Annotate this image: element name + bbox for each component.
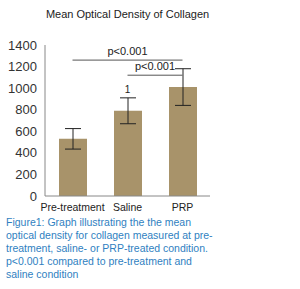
html-text:Mean Optical Density of Collag: Mean Optical Density of Collagen (45, 8, 210, 20)
svg-text:p<0.001: p<0.001 (135, 60, 175, 72)
svg-text:Saline: Saline (113, 201, 142, 213)
svg-text:1: 1 (125, 84, 131, 95)
svg-text:PRP: PRP (172, 201, 194, 213)
svg-text:1200: 1200 (8, 59, 37, 74)
svg-text:p<0.001: p<0.001 (107, 45, 147, 57)
svg-text:600: 600 (15, 124, 37, 139)
html-text:Figure1: Graph illustrating th: Figure1: Graph illustrating the the mean… (6, 216, 213, 280)
svg-text:1000: 1000 (8, 81, 37, 96)
svg-text:0: 0 (30, 189, 37, 204)
svg-text:400: 400 (15, 145, 37, 160)
svg-text:Pre-treatment: Pre-treatment (40, 201, 104, 213)
svg-text:800: 800 (15, 102, 37, 117)
svg-text:1400: 1400 (8, 38, 37, 53)
svg-text:200: 200 (15, 167, 37, 182)
